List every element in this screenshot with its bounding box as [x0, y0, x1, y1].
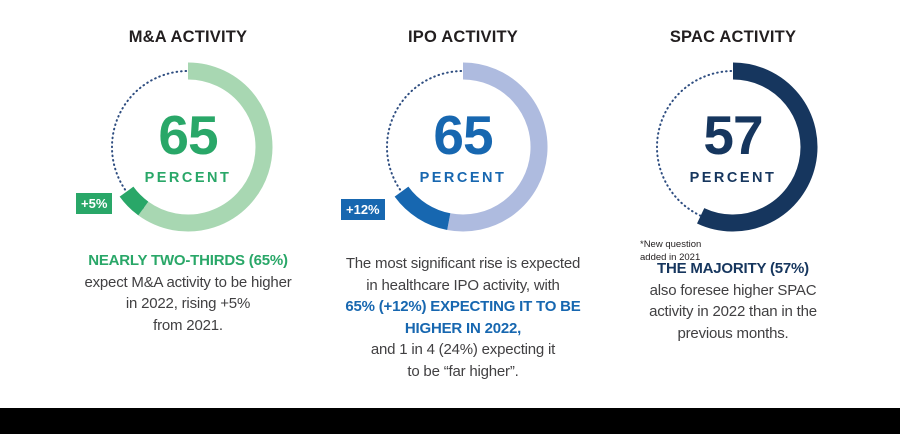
donut-center-label-spac: 57 PERCENT	[638, 104, 828, 187]
description-line: NEARLY TWO-THIRDS (65%)	[88, 252, 288, 269]
donut-center-label-ipo: 65 PERCENT	[368, 104, 558, 187]
description-line: and 1 in 4 (24%) expecting it	[370, 341, 556, 358]
donut-increase-arc	[394, 186, 451, 230]
description-line: from 2021.	[153, 316, 223, 334]
card-spac-activity: SPAC ACTIVITY 57 PERCENT *New question a…	[588, 0, 878, 400]
donut-svg-ma	[111, 62, 273, 232]
bottom-black-bar	[0, 408, 900, 434]
donut-value: 57	[703, 104, 763, 166]
donut-value: 65	[158, 104, 218, 166]
description-line: THE MAJORITY (57%)	[657, 260, 809, 277]
footnote-line: *New question	[640, 239, 702, 250]
donut-svg-spac	[656, 62, 818, 232]
card-title-ipo: IPO ACTIVITY	[408, 28, 518, 46]
donut-base-arc	[138, 62, 273, 232]
card-description-spac: THE MAJORITY (57%) also foresee higher S…	[588, 258, 878, 344]
description-line: The most significant rise is expected	[345, 255, 581, 272]
description-line: expect M&A activity to be higher	[84, 273, 292, 291]
donut-unit: PERCENT	[144, 170, 232, 186]
card-ma-activity: M&A ACTIVITY 65 PERCENT +5% NEARLY TWO-T…	[43, 0, 333, 400]
description-line: previous months.	[677, 324, 789, 342]
description-line: in healthcare IPO activity, with	[366, 276, 560, 294]
footnote-line: added in 2021	[640, 252, 701, 263]
description-line: also foresee higher SPAC	[649, 281, 817, 299]
description-line: activity in 2022 than in the	[649, 303, 817, 320]
donut-chart-spac: 57 PERCENT *New question added in 2021	[638, 52, 828, 263]
donut-base-arc	[447, 62, 548, 232]
description-line: in 2022, rising +5%	[125, 295, 251, 312]
donut-svg-ipo	[386, 62, 548, 232]
description-line: HIGHER IN 2022,	[404, 319, 522, 337]
donut-chart-ma: 65 PERCENT +5%	[76, 52, 283, 242]
delta-badge-ipo: +12%	[341, 199, 385, 220]
donut-value: 65	[433, 104, 493, 166]
donut-unit: PERCENT	[689, 170, 777, 186]
donut-increase-arc	[119, 186, 149, 216]
donut-center-label-ma: 65 PERCENT	[93, 104, 283, 187]
card-description-ma: NEARLY TWO-THIRDS (65%) expect M&A activ…	[43, 250, 333, 336]
card-ipo-activity: IPO ACTIVITY 65 PERCENT +12% The most si…	[318, 0, 608, 400]
card-title-ma: M&A ACTIVITY	[128, 28, 248, 46]
new-question-footnote: *New question added in 2021	[640, 238, 710, 264]
donut-base-arc	[697, 62, 818, 232]
description-line: 65% (+12%) EXPECTING IT TO BE	[345, 298, 581, 315]
description-line: to be “far higher”.	[407, 362, 519, 380]
card-description-ipo: The most significant rise is expected in…	[318, 253, 608, 382]
donut-unit: PERCENT	[419, 170, 507, 186]
donut-chart-ipo: 65 PERCENT +12%	[341, 52, 558, 242]
card-title-spac: SPAC ACTIVITY	[669, 28, 797, 46]
delta-badge-ma: +5%	[76, 193, 113, 214]
